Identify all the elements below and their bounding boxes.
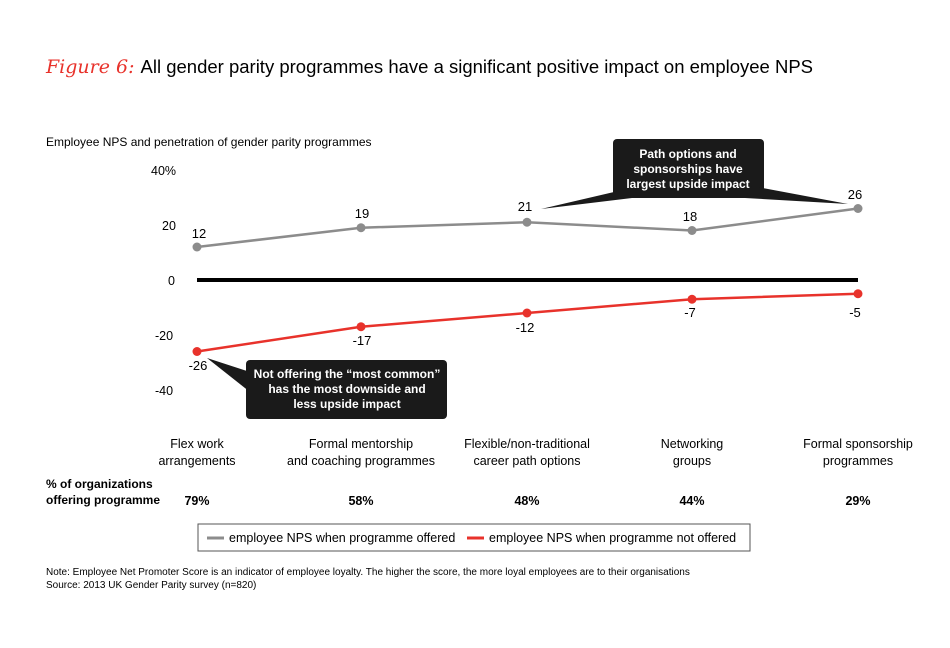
legend: employee NPS when programme offered emplo… [197, 523, 751, 552]
legend-label-not-offered: employee NPS when programme not offered [489, 531, 736, 545]
data-label-not-offered: -17 [353, 333, 372, 348]
data-label-offered: 12 [192, 226, 206, 241]
callout-text: Path options and [639, 147, 736, 161]
point-not-offered [192, 347, 202, 356]
source-text: Source: 2013 UK Gender Parity survey (n=… [46, 580, 257, 591]
x-category-label: and coaching programmes [287, 454, 435, 468]
x-category-label: groups [673, 454, 711, 468]
x-category-label: arrangements [158, 454, 235, 468]
penetration-value: 79% [184, 494, 209, 508]
series-line-offered [196, 207, 859, 249]
data-label-offered: 26 [848, 187, 862, 202]
figure-title-text: All gender parity programmes have a sign… [141, 56, 814, 77]
y-tick-label: -20 [155, 329, 173, 343]
data-label-offered: 18 [683, 209, 697, 224]
data-label-not-offered: -5 [849, 305, 861, 320]
x-category-label: programmes [823, 454, 893, 468]
callout-text: sponsorships have [633, 162, 743, 176]
x-category-label: Formal sponsorship [803, 437, 913, 451]
penetration-row-label: % of organizations [46, 477, 153, 491]
callout-text: largest upside impact [626, 177, 749, 191]
penetration-value: 58% [348, 494, 373, 508]
point-offered [853, 204, 863, 213]
data-label-not-offered: -12 [516, 320, 535, 335]
chart-subtitle: Employee NPS and penetration of gender p… [46, 135, 372, 149]
data-label-offered: 19 [355, 206, 369, 221]
callout-downside: Not offering the “most common”has the mo… [207, 358, 447, 419]
point-offered [687, 226, 697, 235]
legend-label-offered: employee NPS when programme offered [229, 531, 455, 545]
x-category-label: Flexible/non-traditional [464, 437, 590, 451]
x-category-label: Networking [661, 437, 724, 451]
point-not-offered [687, 294, 697, 304]
data-label-offered: 21 [518, 199, 532, 214]
point-offered [522, 217, 532, 227]
penetration-value: 44% [679, 494, 704, 508]
footnote: Note: Employee Net Promoter Score is an … [46, 566, 690, 592]
data-label-not-offered: -26 [189, 358, 208, 373]
callout-text: less upside impact [293, 397, 400, 411]
point-offered [356, 223, 366, 233]
x-category-label: Formal mentorship [309, 437, 413, 451]
point-offered [192, 242, 202, 252]
penetration-value: 48% [514, 494, 539, 508]
y-tick-label: -40 [155, 384, 173, 398]
data-label-not-offered: -7 [684, 305, 696, 320]
y-tick-label: 40% [151, 164, 176, 178]
point-not-offered [356, 322, 366, 332]
x-category-label: career path options [473, 454, 580, 468]
penetration-row-label: offering programme [46, 493, 160, 507]
point-not-offered [853, 289, 863, 299]
x-category-label: Flex work [170, 437, 224, 451]
figure-number: Figure 6: [45, 56, 135, 78]
note-text: Note: Employee Net Promoter Score is an … [46, 567, 690, 578]
callout-text: Not offering the “most common” [254, 367, 441, 381]
chart-title: Figure 6: All gender parity programmes ha… [45, 56, 813, 78]
penetration-value: 29% [845, 494, 870, 508]
y-tick-label: 0 [168, 274, 175, 288]
point-not-offered [522, 308, 532, 318]
callout-text: has the most downside and [268, 382, 425, 396]
y-tick-label: 20 [162, 219, 176, 233]
